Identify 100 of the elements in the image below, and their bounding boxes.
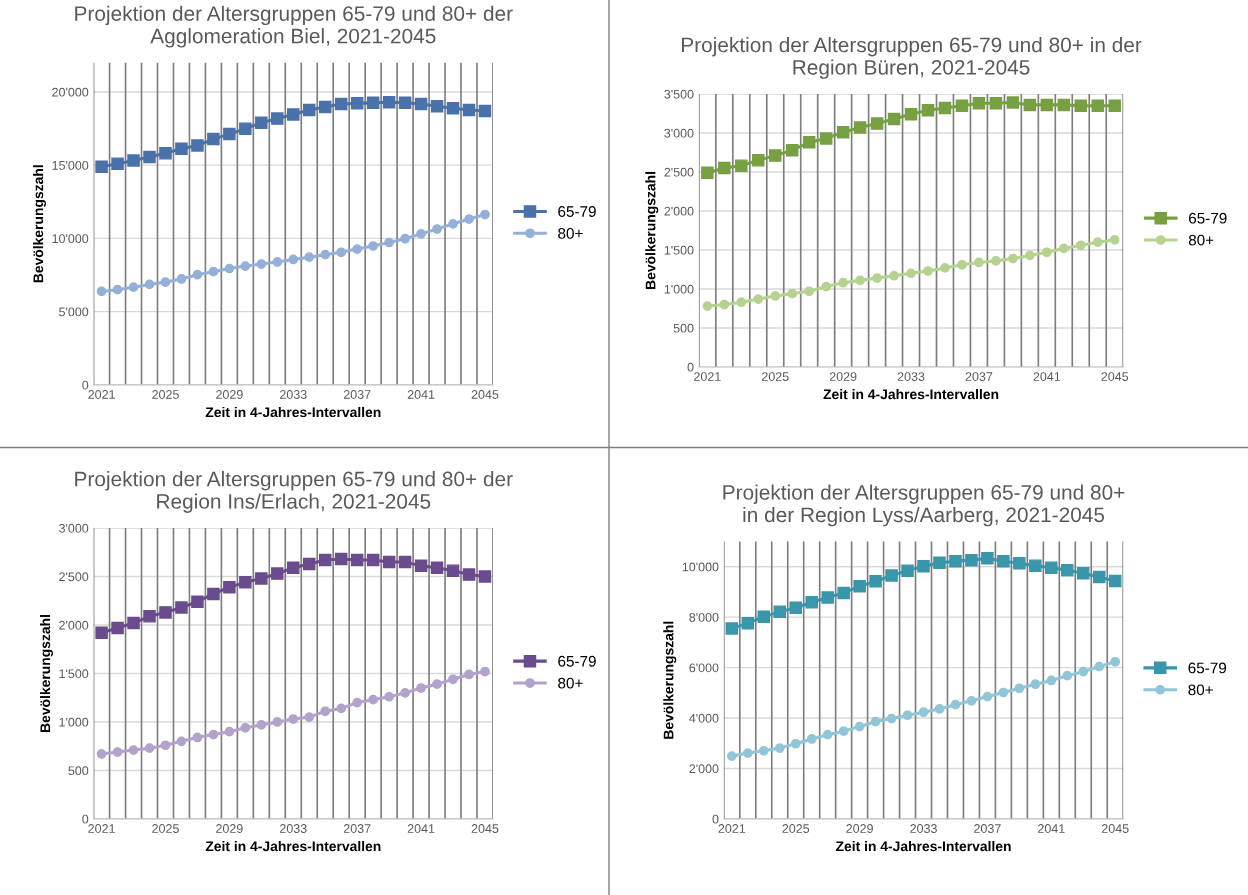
point (239, 576, 252, 589)
point (802, 136, 816, 149)
point (957, 259, 967, 270)
x-tick-label: 2025 (761, 372, 789, 381)
point (789, 601, 802, 615)
chart-title: Projektion der Altersgruppen 65-79 und 80+ in der Region Büren, 2021-2045 (682, 36, 1142, 79)
point (822, 729, 833, 740)
point (176, 274, 187, 284)
y-tick-label: 0 (687, 362, 694, 372)
point (128, 282, 139, 293)
y-tick-label: 2'500 (59, 572, 89, 582)
point (303, 103, 316, 117)
y-tick-label: 4'000 (689, 713, 719, 723)
point (256, 259, 267, 269)
point (336, 703, 347, 714)
point (223, 580, 236, 594)
y-tick-label: 10'000 (682, 562, 719, 572)
point (318, 100, 332, 114)
point (334, 552, 348, 566)
point (885, 569, 898, 582)
point (112, 747, 123, 757)
point (478, 570, 492, 583)
y-tick-label: 2'000 (59, 620, 89, 630)
point (940, 263, 950, 273)
point (224, 726, 235, 737)
x-axis-title: Zeit in 4-Jahres-Intervallen (823, 389, 999, 400)
point (870, 716, 881, 727)
point (223, 127, 236, 141)
point (382, 555, 396, 569)
point (112, 284, 123, 295)
point (718, 161, 731, 175)
x-tick-label: 2021 (88, 824, 115, 833)
point (111, 157, 124, 170)
point (1040, 98, 1054, 112)
point (271, 112, 284, 125)
point (96, 749, 107, 759)
point (736, 297, 747, 308)
y-axis-title: Bevölkerungszahl (39, 615, 53, 732)
point (1023, 98, 1037, 112)
point (159, 606, 172, 619)
y-tick-label: 1'500 (664, 245, 694, 255)
point (806, 734, 817, 744)
point (160, 277, 171, 287)
point (836, 125, 850, 139)
point (207, 587, 220, 601)
point (804, 286, 815, 297)
point (128, 745, 139, 755)
point (127, 616, 140, 630)
point (1041, 247, 1052, 258)
y-tick-label: 6'000 (689, 663, 719, 673)
point (480, 666, 490, 677)
point (997, 554, 1010, 568)
point (1074, 99, 1088, 112)
y-tick-label: 20'000 (52, 87, 89, 97)
point (719, 299, 730, 310)
point (966, 696, 977, 706)
x-tick-label: 2041 (407, 390, 435, 399)
point (1091, 99, 1104, 112)
point (352, 697, 363, 708)
y-tick-label: 15'000 (52, 160, 89, 170)
point (887, 112, 901, 126)
point (1013, 556, 1026, 570)
point (239, 122, 252, 135)
point (304, 252, 315, 263)
point (416, 683, 426, 693)
point (464, 214, 474, 224)
point (1024, 250, 1035, 261)
point (448, 674, 458, 685)
point (478, 104, 492, 118)
point (446, 101, 460, 115)
point (821, 281, 832, 292)
x-tick-label: 2037 (965, 372, 993, 381)
point (207, 132, 220, 146)
point (414, 97, 428, 111)
point (886, 713, 897, 724)
point (430, 561, 444, 575)
y-axis-title: Bevölkerungszahl (33, 165, 47, 283)
point (1109, 234, 1120, 245)
point (256, 720, 267, 730)
point (982, 691, 993, 702)
point (725, 622, 739, 635)
legend-label: 80+ (1188, 234, 1214, 246)
legend-label: 65-79 (558, 655, 596, 667)
point (726, 751, 737, 761)
point (787, 288, 798, 299)
legend-label: 80+ (558, 677, 583, 689)
point (901, 564, 914, 577)
point (1057, 98, 1071, 112)
point (287, 108, 300, 121)
point (838, 726, 849, 737)
point (175, 601, 188, 614)
point (821, 591, 834, 604)
legend-label: 65-79 (1188, 662, 1227, 674)
point (143, 610, 156, 623)
point (1008, 253, 1018, 264)
point (272, 717, 283, 727)
y-tick-label: 2'000 (689, 764, 719, 774)
chart-title: Projektion der Altersgruppen 65-79 und 80+ der Region Ins/Erlach, 2021-2045 (75, 471, 513, 513)
point (752, 154, 765, 167)
point (352, 244, 363, 254)
